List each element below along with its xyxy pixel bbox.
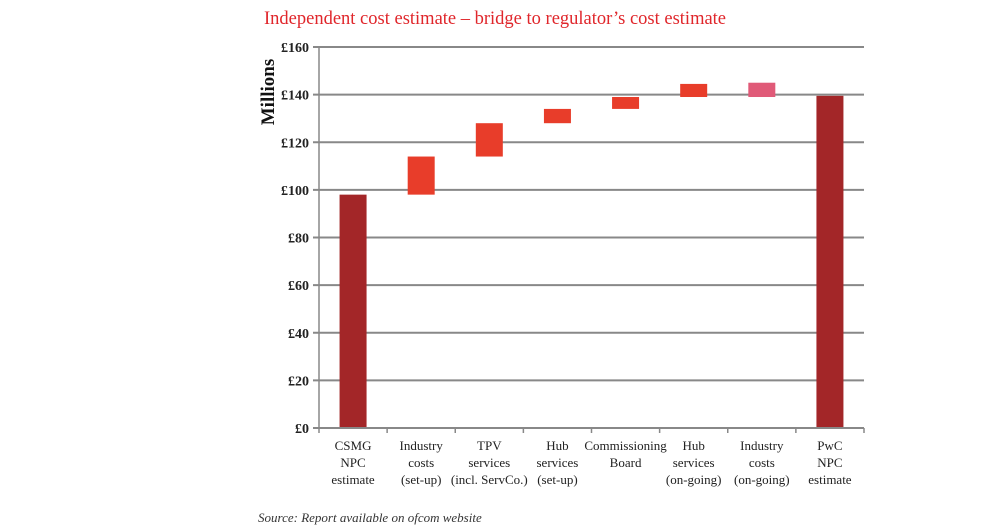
- source-note: Source: Report available on ofcom websit…: [258, 510, 482, 525]
- y-tick-label: £40: [288, 327, 309, 342]
- y-tick-label: £0: [295, 422, 309, 437]
- gridlines: [313, 46, 864, 429]
- y-tick-label: £140: [281, 89, 309, 104]
- y-tick-label: £60: [288, 279, 309, 294]
- bar-tpv-services-incl-servco: [475, 123, 503, 157]
- bar-commissioning-board: [612, 97, 640, 109]
- bar-csmg-npc-estimate: [339, 194, 367, 428]
- x-category-label: Commissioning Board: [584, 438, 667, 470]
- x-axis: [318, 427, 865, 433]
- bar-industry-costs-on-going: [748, 82, 776, 98]
- x-category-label: TPV services (incl. ServCo.): [451, 438, 528, 487]
- bars: [339, 82, 844, 429]
- bar-industry-costs-set-up: [407, 156, 435, 195]
- y-tick-label: £80: [288, 232, 309, 247]
- x-category-label: CSMG NPC estimate: [331, 438, 375, 487]
- y-tick-label: £160: [281, 41, 309, 56]
- bar-pwc-npc-estimate: [816, 95, 844, 429]
- x-category-label: Hub services (set-up): [537, 438, 579, 487]
- bar-hub-services-set-up: [543, 108, 571, 124]
- x-category-label: Hub services (on-going): [666, 438, 722, 487]
- y-tick-label: £100: [281, 184, 309, 199]
- x-category-label: Industry costs (set-up): [400, 438, 444, 487]
- y-axis-ticks: £0 £20 £40 £60 £80 £100 £120 £140 £160: [281, 41, 309, 437]
- y-tick-label: £20: [288, 374, 309, 389]
- x-category-label: PwC NPC estimate: [808, 438, 852, 487]
- bar-hub-services-on-going: [680, 83, 708, 98]
- x-category-label: Industry costs (on-going): [734, 438, 790, 487]
- x-axis-labels: CSMG NPC estimate Industry costs (set-up)TPV s…: [331, 438, 851, 487]
- y-tick-label: £120: [281, 136, 309, 151]
- chart-title: Independent cost estimate – bridge to re…: [264, 9, 727, 29]
- y-axis-label: Millions: [258, 59, 279, 126]
